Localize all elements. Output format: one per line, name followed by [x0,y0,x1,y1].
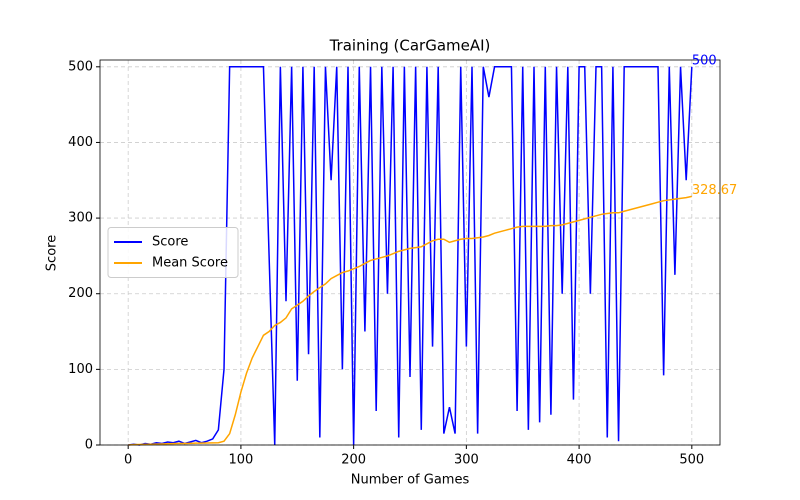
y-tick-label: 500 [68,59,93,74]
y-tick-label: 0 [85,438,93,453]
legend-label: Score [152,235,188,250]
annotation: 328.67 [692,183,738,198]
y-axis-label: Score [45,235,60,271]
annotation: 500 [692,53,717,68]
y-tick-label: 300 [68,211,93,226]
x-tick-label: 100 [228,453,253,468]
legend-label: Mean Score [152,256,228,271]
x-tick-label: 300 [454,453,479,468]
x-tick-label: 400 [567,453,592,468]
x-axis-label: Number of Games [351,473,470,488]
data-line [128,66,693,446]
data-line [128,195,692,446]
x-tick-label: 0 [124,453,132,468]
legend-box [107,227,239,278]
chart-title: Training (CarGameAI) [329,37,491,55]
plot-frame [99,59,721,446]
y-tick-label: 200 [68,286,93,301]
x-tick-label: 500 [679,453,704,468]
y-tick-label: 100 [68,362,93,377]
x-tick-label: 200 [341,453,366,468]
y-tick-label: 400 [68,135,93,150]
